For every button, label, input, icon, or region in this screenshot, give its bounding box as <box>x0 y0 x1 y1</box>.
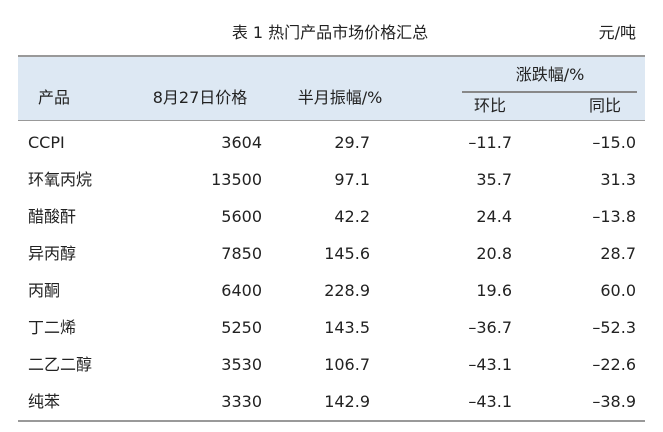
price: 3530 <box>221 355 262 374</box>
yoy: –22.6 <box>592 355 636 374</box>
bottom-rule <box>18 420 645 422</box>
price: 13500 <box>211 170 262 189</box>
yoy: 28.7 <box>600 244 636 263</box>
product-name: 纯苯 <box>28 392 61 411</box>
product-name: 丙酮 <box>28 281 61 300</box>
yoy: –52.3 <box>592 318 636 337</box>
product-name: 环氧丙烷 <box>28 170 93 189</box>
top-rule <box>18 55 645 57</box>
unit: 元/吨 <box>598 23 636 42</box>
header-rule <box>18 120 645 121</box>
amplitude: 29.7 <box>334 133 370 152</box>
price: 5250 <box>221 318 262 337</box>
product-name: 二乙二醇 <box>28 355 93 374</box>
product-name: 醋酸酐 <box>28 207 77 226</box>
table-title: 表 1 热门产品市场价格汇总 <box>231 23 429 42</box>
product-name: 异丙醇 <box>28 244 77 263</box>
header-change: 涨跌幅/% <box>515 65 585 84</box>
mom: –43.1 <box>468 355 512 374</box>
amplitude: 106.7 <box>324 355 370 374</box>
header-band <box>18 56 645 121</box>
amplitude: 142.9 <box>324 392 370 411</box>
mom: 35.7 <box>476 170 512 189</box>
price: 5600 <box>221 207 262 226</box>
mom: 20.8 <box>476 244 512 263</box>
yoy: –15.0 <box>592 133 636 152</box>
amplitude: 42.2 <box>334 207 370 226</box>
price: 3330 <box>221 392 262 411</box>
header-yoy: 同比 <box>588 96 621 115</box>
header-mom: 环比 <box>473 96 506 115</box>
price: 6400 <box>221 281 262 300</box>
amplitude: 145.6 <box>324 244 370 263</box>
yoy: –13.8 <box>592 207 636 226</box>
header-amplitude: 半月振幅/% <box>297 88 383 107</box>
product-name: 丁二烯 <box>28 318 77 337</box>
mom: 19.6 <box>476 281 512 300</box>
yoy: –38.9 <box>592 392 636 411</box>
product-name: CCPI <box>28 133 65 152</box>
amplitude: 97.1 <box>334 170 370 189</box>
mom: –43.1 <box>468 392 512 411</box>
amplitude: 143.5 <box>324 318 370 337</box>
yoy: 31.3 <box>600 170 636 189</box>
amplitude: 228.9 <box>324 281 370 300</box>
mom: –11.7 <box>468 133 512 152</box>
price: 7850 <box>221 244 262 263</box>
yoy: 60.0 <box>600 281 636 300</box>
mom: 24.4 <box>476 207 512 226</box>
price: 3604 <box>221 133 262 152</box>
sub-rule <box>462 91 637 93</box>
header-product: 产品 <box>38 88 71 107</box>
header-price: 8月27日价格 <box>152 88 248 107</box>
mom: –36.7 <box>468 318 512 337</box>
